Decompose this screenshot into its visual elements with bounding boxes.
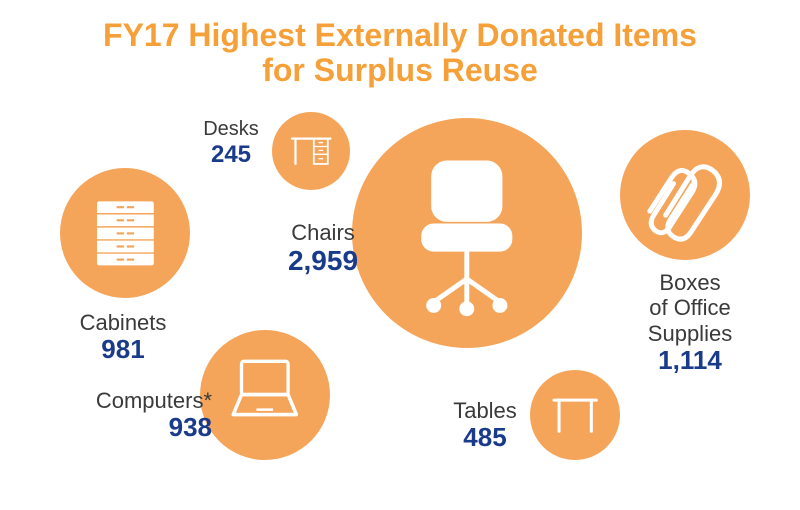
label-chairs: Chairs <box>268 220 378 245</box>
chair-icon <box>384 136 550 329</box>
title-line-1: FY17 Highest Externally Donated Items <box>103 17 697 53</box>
label-desks: Desks <box>186 118 276 141</box>
caption-cabinets: Cabinets 981 <box>48 310 198 365</box>
bubble-supplies <box>620 130 750 260</box>
value-desks: 245 <box>186 141 276 169</box>
label-tables: Tables <box>430 398 540 423</box>
caption-desks: Desks 245 <box>186 118 276 169</box>
laptop-icon <box>218 353 312 436</box>
title-line-2: for Surplus Reuse <box>262 52 538 88</box>
table-icon <box>541 390 609 440</box>
value-computers: 938 <box>62 413 212 443</box>
paperclip-icon <box>636 146 735 245</box>
value-supplies: 1,114 <box>620 346 760 376</box>
caption-tables: Tables 485 <box>430 398 540 453</box>
value-cabinets: 981 <box>48 335 198 365</box>
label-computers: Computers* <box>62 388 212 413</box>
bubble-cabinets <box>60 168 190 298</box>
bubble-computers <box>200 330 330 460</box>
value-chairs: 2,959 <box>268 245 378 277</box>
label-cabinets: Cabinets <box>48 310 198 335</box>
caption-chairs: Chairs 2,959 <box>268 220 378 277</box>
caption-supplies: Boxesof OfficeSupplies 1,114 <box>620 270 760 376</box>
bubble-tables <box>530 370 620 460</box>
bubble-chairs <box>352 118 582 348</box>
label-supplies: Boxesof OfficeSupplies <box>620 270 760 346</box>
value-tables: 485 <box>430 423 540 453</box>
cabinet-icon <box>89 184 162 283</box>
page-title: FY17 Highest Externally Donated Items fo… <box>0 0 800 88</box>
caption-computers: Computers* 938 <box>62 388 212 443</box>
desk-icon <box>280 129 342 173</box>
bubble-desks <box>272 112 350 190</box>
